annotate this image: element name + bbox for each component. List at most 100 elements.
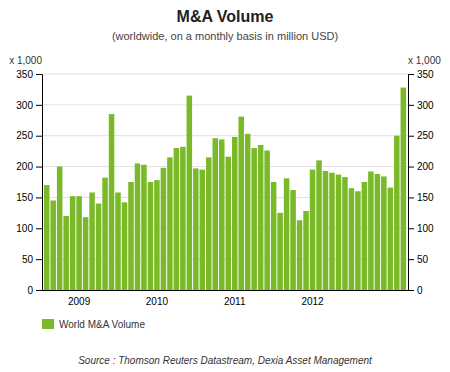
bar (323, 171, 329, 290)
tick-label: 350 (417, 69, 434, 80)
bar (303, 211, 309, 290)
bar (63, 216, 69, 290)
bar (180, 147, 186, 290)
tick-mark (408, 259, 414, 260)
tick: 300 (16, 100, 42, 111)
tick-label: 2009 (68, 296, 91, 307)
bar (109, 114, 115, 290)
tick-mark (36, 167, 42, 168)
bar (329, 173, 335, 290)
tick-label: 0 (27, 285, 33, 296)
axis-domain (43, 290, 409, 291)
axis-label: x 1,000 (408, 55, 441, 66)
tick-label: 250 (417, 130, 434, 141)
annotation: Source : Thomson Reuters Datastream, Dex… (78, 355, 373, 366)
bar (135, 163, 141, 290)
tick: 200 (408, 161, 434, 172)
bar (290, 190, 296, 290)
bar (310, 170, 316, 290)
bar (128, 182, 134, 290)
tick-label: 100 (417, 223, 434, 234)
tick: 100 (16, 223, 42, 234)
tick: 2010 (146, 296, 169, 307)
tick-mark (408, 228, 414, 229)
bar (225, 157, 231, 290)
x-axis: 2009 2010 2011 2012 (43, 291, 409, 308)
tick: 250 (16, 130, 42, 141)
bar (206, 157, 212, 290)
bar (381, 176, 387, 290)
bar (102, 178, 108, 290)
bar (342, 177, 348, 290)
bar (297, 220, 303, 290)
bar (213, 138, 219, 290)
bar (401, 88, 407, 290)
grid (42, 74, 408, 290)
tick: 2009 (68, 296, 91, 307)
bar (200, 170, 206, 290)
y2-axis: 0 50 100 150 200 250 300 350 (408, 69, 434, 296)
bar (57, 167, 63, 290)
legend: World M&A Volume (42, 319, 145, 330)
bar (219, 139, 225, 290)
y-axis: 050100150200250300350 (16, 69, 42, 296)
tick-label: 2012 (301, 296, 324, 307)
grid-line (42, 166, 408, 167)
bar (174, 148, 180, 290)
axis-domain (409, 75, 415, 291)
bar (50, 201, 56, 290)
bar (83, 217, 89, 290)
bar (245, 134, 251, 290)
tick-mark (408, 197, 414, 198)
subtitle: (worldwide, on a monthly basis in millio… (112, 30, 338, 42)
bar (277, 213, 283, 290)
tick: 0 (408, 285, 423, 296)
tick-label: 100 (16, 223, 33, 234)
tick-label: 2011 (224, 296, 246, 307)
tick: 2011 (224, 296, 246, 307)
bar (271, 182, 277, 290)
bar (167, 157, 173, 290)
tick-label: 300 (417, 100, 434, 111)
tick: 300 (408, 100, 434, 111)
tick-label: 0 (417, 285, 423, 296)
bar (316, 160, 322, 290)
tick: 350 (408, 69, 434, 80)
tick-label: 200 (16, 161, 33, 172)
bar (115, 192, 121, 290)
legend-swatch (42, 319, 54, 329)
bar (141, 165, 147, 290)
tick-label: 50 (22, 254, 34, 265)
grid-line (42, 104, 408, 105)
tick-label: 2010 (146, 296, 169, 307)
bar (96, 204, 102, 290)
tick: 150 (408, 192, 434, 203)
tick-mark (36, 197, 42, 198)
bar (238, 117, 244, 290)
title: M&A Volume (177, 8, 274, 25)
tick-mark (408, 74, 414, 75)
tick: 0 (27, 285, 42, 296)
bar (70, 196, 76, 290)
bar (251, 148, 257, 290)
tick: 50 (408, 254, 429, 265)
grid-line (42, 135, 408, 136)
tick-mark (36, 259, 42, 260)
tick-mark (408, 136, 414, 137)
bar (362, 182, 368, 290)
bar (388, 188, 394, 290)
tick-mark (408, 167, 414, 168)
tick-mark (408, 290, 414, 291)
tick: 50 (22, 254, 42, 265)
tick-label: 350 (16, 69, 33, 80)
axis-label: x 1,000 (9, 55, 42, 66)
bar (193, 168, 199, 290)
bar (44, 185, 50, 290)
bar (148, 182, 154, 290)
tick-label: 150 (417, 192, 434, 203)
tick-mark (36, 136, 42, 137)
bar (368, 172, 374, 290)
bar (122, 202, 128, 290)
tick: 250 (408, 130, 434, 141)
bar (161, 168, 167, 290)
